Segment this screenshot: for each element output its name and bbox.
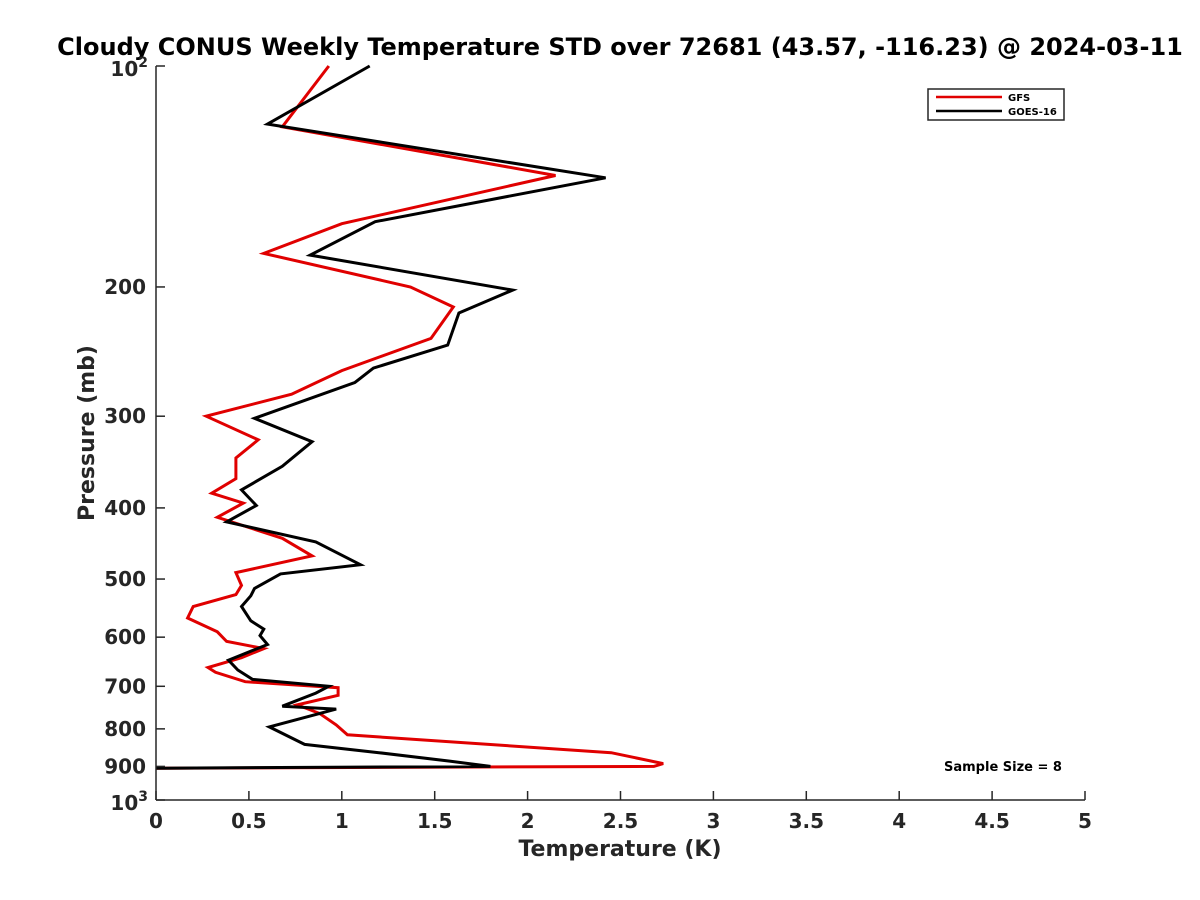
y-tick-label: 900 [104,754,146,778]
y-top-edge-base: 10 [110,57,138,81]
x-tick-label: 3 [706,809,720,833]
y-axis-label: Pressure (mb) [75,345,100,521]
legend-label-goes-16: GOES-16 [1008,107,1057,118]
x-tick-label: 4.5 [974,809,1009,833]
y-tick-label: 300 [104,404,146,428]
chart-title: Cloudy CONUS Weekly Temperature STD over… [57,33,1183,61]
legend: GFS GOES-16 [927,88,1065,121]
y-bottom-edge-exponent: 3 [138,789,148,805]
y-tick-label: 200 [104,275,146,299]
y-tick-label: 700 [104,674,146,698]
series-line-goes-16 [155,64,606,770]
y-top-edge-label: 102 [110,55,148,81]
x-tick-label: 4 [892,809,906,833]
plot-area [155,64,1085,801]
x-tick-label: 2 [521,809,535,833]
legend-box [927,88,1065,121]
y-tick-label: 800 [104,717,146,741]
x-tick-label: 0.5 [231,809,266,833]
x-tick-label: 3.5 [789,809,824,833]
y-top-edge-exponent: 2 [138,55,148,71]
series-layer [155,64,664,770]
y-bottom-edge-base: 10 [110,791,138,815]
sample-size-note: Sample Size = 8 [944,760,1062,775]
x-tick-label: 0 [149,809,163,833]
y-tick-label: 500 [104,567,146,591]
x-tick-label: 1.5 [417,809,452,833]
y-tick-label: 400 [104,496,146,520]
y-ticks: 200 300 400 500 600 700 800 900 [104,65,165,801]
x-axis-label: Temperature (K) [518,837,721,862]
y-tick-label: 600 [104,625,146,649]
x-tick-label: 5 [1078,809,1092,833]
x-ticks: 0 0.5 1 1.5 2 2.5 3 3.5 4 4.5 5 [149,791,1092,833]
x-tick-label: 2.5 [603,809,638,833]
legend-label-gfs: GFS [1008,93,1030,104]
y-bottom-edge-label: 103 [110,789,148,815]
x-tick-label: 1 [335,809,349,833]
